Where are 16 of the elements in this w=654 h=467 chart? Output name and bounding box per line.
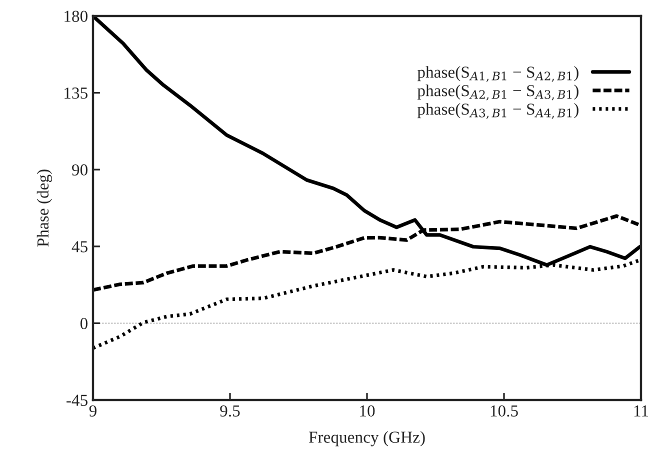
y-tick-label: 90 (72, 164, 88, 176)
legend-label: phase(S$_{A3,B1}$ − S$_{A4,B1}$) (417, 103, 578, 119)
y-tick-label: 45 (72, 241, 88, 252)
y-tick-label: 135 (64, 88, 88, 99)
x-axis-title: Frequency (GHz) (308, 431, 425, 446)
y-tick-label: 180 (64, 10, 88, 22)
y-axis-title: Phase (deg) (36, 170, 52, 247)
x-tick-label: 10.5 (490, 405, 518, 417)
legend-label: phase(S$_{A1,B1}$ − S$_{A2,B1}$) (417, 66, 578, 82)
x-tick-label: 10 (360, 405, 375, 417)
x-tick-label: 9.5 (220, 405, 240, 417)
x-tick-label: 11 (634, 405, 648, 416)
legend-label: phase(S$_{A2,B1}$ − S$_{A3,B1}$) (417, 84, 578, 100)
x-tick-label: 9 (89, 405, 96, 417)
y-tick-label: -45 (66, 394, 88, 406)
y-tick-label: 0 (80, 318, 88, 330)
